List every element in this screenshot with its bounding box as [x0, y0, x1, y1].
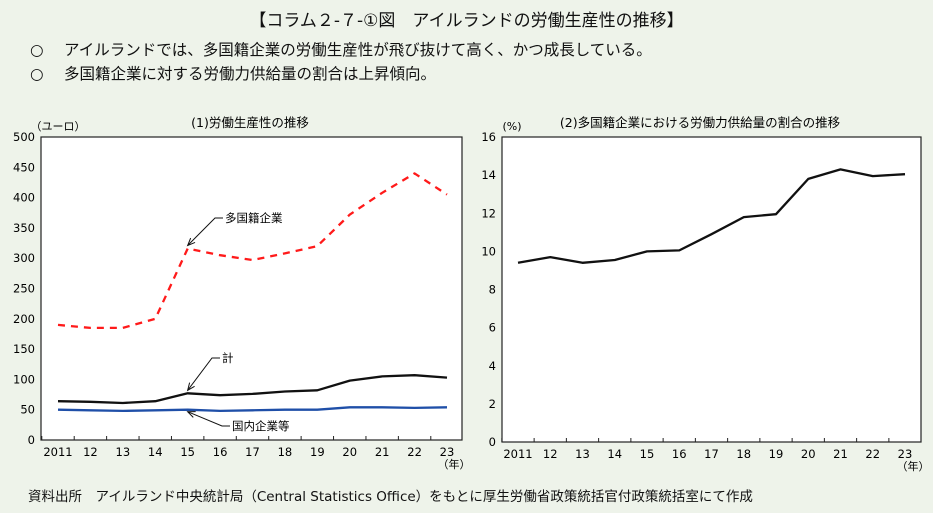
y-tick-label: 450 [13, 160, 35, 174]
y-tick-label: 12 [481, 206, 496, 220]
source-note: 資料出所 アイルランド中央統計局（Central Statistics Offi… [28, 489, 753, 505]
series-label: 多国籍企業 [225, 211, 283, 225]
y-tick-label: 400 [13, 191, 35, 205]
y-tick-label: 14 [481, 168, 496, 182]
bullet-text: 多国籍企業に対する労働力供給量の割合は上昇傾向。 [64, 65, 437, 83]
y-tick-label: 10 [481, 244, 496, 258]
plot-area [501, 136, 922, 443]
x-tick-label: 22 [865, 447, 880, 461]
x-tick-label: 15 [180, 445, 195, 459]
x-tick-label: 15 [640, 447, 655, 461]
series-line [57, 172, 448, 330]
y-tick-label: 0 [28, 433, 35, 447]
annotation-arrow [187, 217, 223, 246]
x-tick-label: 23 [898, 447, 913, 461]
series-label: 国内企業等 [232, 419, 290, 433]
x-tick-label: 17 [245, 445, 260, 459]
y-axis-unit-label: (%) [502, 120, 521, 133]
chart-title: (1)労働生産性の推移 [191, 115, 309, 130]
bullet-mark: ○ [30, 65, 44, 83]
y-tick-label: 6 [489, 321, 496, 335]
y-axis-unit-label: （ユーロ） [31, 120, 86, 133]
y-tick-label: 100 [13, 372, 35, 386]
figure-title: 【コラム２-７-①図 アイルランドの労働生産性の推移】 [249, 11, 684, 31]
y-tick-label: 200 [13, 312, 35, 326]
y-tick-label: 500 [13, 130, 35, 144]
x-tick-label: 12 [83, 445, 98, 459]
y-tick-label: 8 [489, 283, 496, 297]
chart-title: (2)多国籍企業における労働力供給量の割合の推移 [560, 115, 840, 130]
series-label: 計 [222, 351, 234, 365]
y-tick-label: 4 [489, 359, 496, 373]
arrow-head [186, 237, 196, 247]
y-tick-label: 16 [481, 130, 496, 144]
x-tick-label: 18 [278, 445, 293, 459]
x-tick-label: 2011 [43, 445, 72, 459]
annotation-arrow [187, 357, 220, 391]
x-tick-label: 21 [375, 445, 390, 459]
x-axis-unit-label: （年） [897, 459, 930, 473]
y-tick-label: 2 [489, 397, 496, 411]
x-tick-label: 21 [833, 447, 848, 461]
bullet-text: アイルランドでは、多国籍企業の労働生産性が飛び抜けて高く、かつ成長している。 [64, 41, 652, 59]
x-tick-label: 13 [575, 447, 590, 461]
series-line [57, 374, 448, 405]
x-tick-label: 17 [704, 447, 719, 461]
x-tick-label: 19 [310, 445, 325, 459]
y-tick-label: 0 [489, 435, 496, 449]
y-tick-label: 150 [13, 342, 35, 356]
x-tick-label: 23 [440, 445, 455, 459]
x-tick-label: 13 [116, 445, 131, 459]
x-tick-label: 20 [801, 447, 816, 461]
x-tick-label: 14 [148, 445, 163, 459]
y-tick-label: 50 [20, 403, 35, 417]
x-tick-label: 2011 [503, 447, 532, 461]
x-tick-label: 12 [543, 447, 558, 461]
series-line [517, 168, 906, 264]
x-tick-label: 20 [342, 445, 357, 459]
summary-bullet: ○ 多国籍企業に対する労働力供給量の割合は上昇傾向。 [30, 62, 436, 84]
series-line [57, 406, 448, 413]
arrow-head [186, 411, 196, 418]
bullet-mark: ○ [30, 41, 44, 59]
y-tick-label: 250 [13, 282, 35, 296]
y-tick-label: 350 [13, 221, 35, 235]
x-axis-unit-label: （年） [438, 457, 471, 471]
plot-area [40, 136, 463, 441]
x-tick-label: 18 [736, 447, 751, 461]
x-tick-label: 16 [213, 445, 228, 459]
x-tick-label: 14 [607, 447, 622, 461]
x-tick-label: 19 [769, 447, 784, 461]
x-tick-label: 16 [672, 447, 687, 461]
x-tick-label: 22 [407, 445, 422, 459]
summary-bullet: ○ アイルランドでは、多国籍企業の労働生産性が飛び抜けて高く、かつ成長している。 [30, 38, 652, 60]
arrow-head [186, 382, 195, 392]
annotation-arrow [187, 411, 230, 427]
y-tick-label: 300 [13, 251, 35, 265]
